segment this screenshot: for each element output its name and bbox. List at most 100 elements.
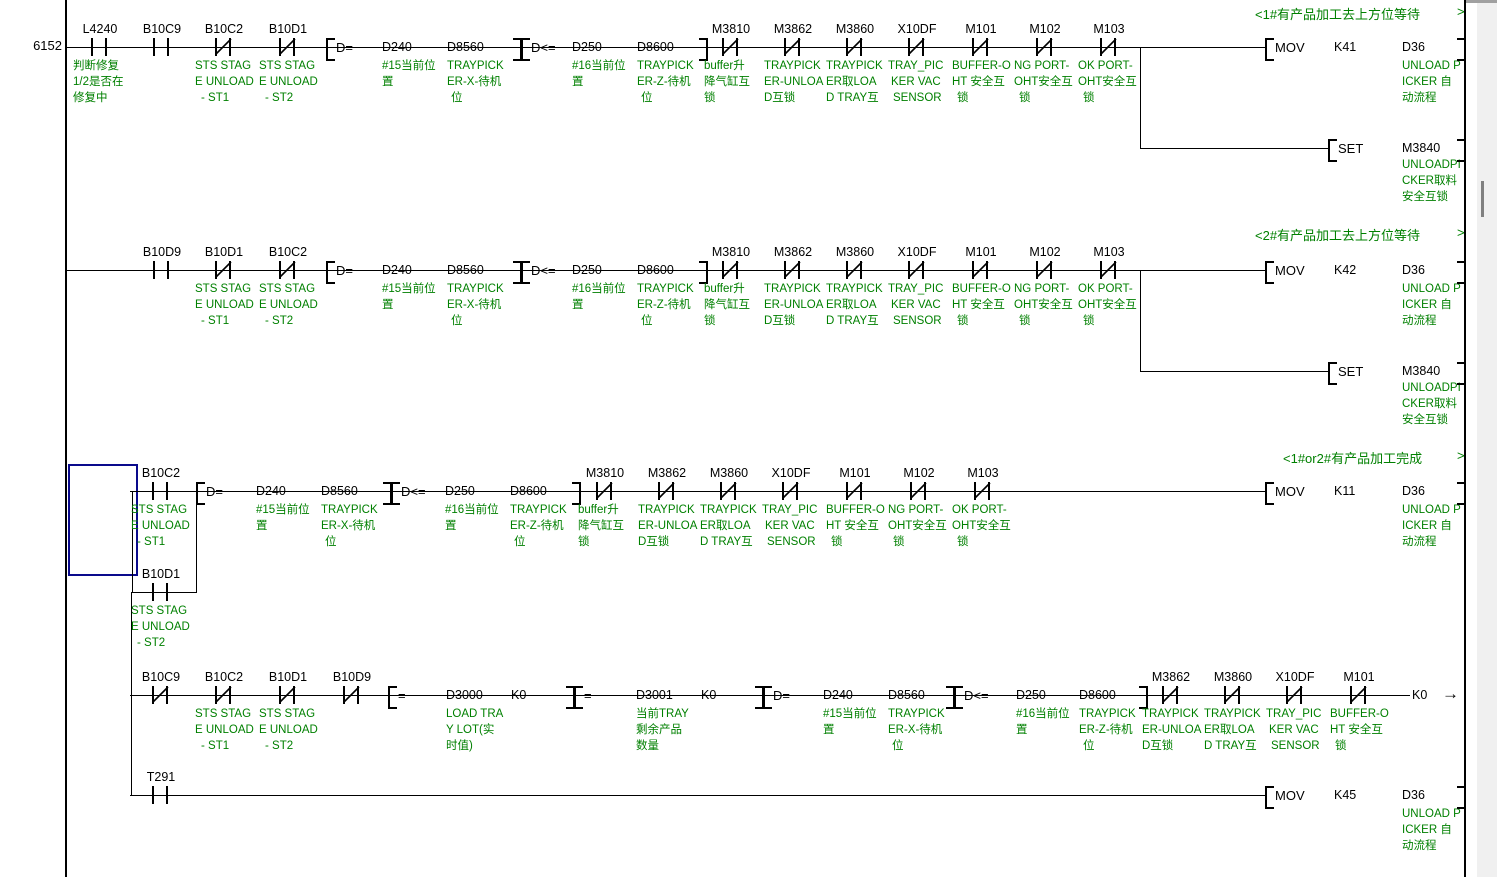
comment-bar-3[interactable]: <1#or2#有产品加工完成 > xyxy=(1283,448,1465,466)
rung-4-contact-M101[interactable] xyxy=(1348,686,1370,704)
rung-4-cmp4-a-cmt-1: 置 xyxy=(1016,724,1028,736)
rung-3-contact-M3862[interactable] xyxy=(656,482,678,500)
rung-4-cmp1-op[interactable]: = xyxy=(398,688,406,703)
rung-1-device-M103: M103 xyxy=(1093,22,1125,36)
rung-4-continuation-arrow[interactable]: → xyxy=(1442,684,1459,703)
rung-4-comment-B10D1-2: - ST2 xyxy=(265,740,294,752)
rung-1-contact-M3810[interactable] xyxy=(720,38,742,56)
rung-1-contact-B10D1[interactable] xyxy=(277,38,299,56)
rung-3-comment-M3862-0: TRAYPICK xyxy=(638,504,695,516)
rung-4-contact-B10D9[interactable] xyxy=(341,686,363,704)
rung-4-contact-B10C9[interactable] xyxy=(150,686,172,704)
rung-1-wire xyxy=(66,47,1141,48)
rung-1-contact-B10C9[interactable] xyxy=(151,38,173,56)
rung-2-contact-M3810[interactable] xyxy=(720,261,742,279)
rung-2-set-dest-cmt-2: 安全互锁 xyxy=(1402,414,1448,426)
rung-3-contact-M3860[interactable] xyxy=(718,482,740,500)
rung-4-device-B10C9: B10C9 xyxy=(141,670,181,684)
rung-2-contact-M103[interactable] xyxy=(1098,261,1120,279)
rung-1-contact-M3860[interactable] xyxy=(844,38,866,56)
comment-bar-1[interactable]: <1#有产品加工去上方位等待 > xyxy=(1255,4,1465,22)
rung-3-contact-X10DF[interactable] xyxy=(780,482,802,500)
vertical-scrollbar[interactable] xyxy=(1477,3,1497,877)
rung-1-mov-op[interactable]: MOV xyxy=(1275,40,1305,55)
rung-3-device-M102: M102 xyxy=(903,466,935,480)
rung-4-cmp1-a-cmt-0: LOAD TRA xyxy=(446,708,504,720)
rung-2-cmp1-op[interactable]: D= xyxy=(336,263,353,278)
rung-3-comment-M3810-2: 锁 xyxy=(578,536,590,548)
rung-1-contact-L4240[interactable] xyxy=(89,38,111,56)
rung-1-contact-X10DF[interactable] xyxy=(906,38,928,56)
rung-1-set-dest-cmt-1: CKER取料 xyxy=(1402,175,1457,187)
rung-2-cmp2-op[interactable]: D<= xyxy=(531,263,556,278)
comment-bar-2-arrow[interactable]: > xyxy=(1457,225,1465,240)
rung-4-contact-B10D1[interactable] xyxy=(277,686,299,704)
rung-3-cmp1-op[interactable]: D= xyxy=(206,484,223,499)
rung-3-contact-B10C2[interactable] xyxy=(150,482,172,500)
rung-2-contact-B10D1[interactable] xyxy=(213,261,235,279)
rung-2-contact-M3860[interactable] xyxy=(844,261,866,279)
rung-5-mov-op[interactable]: MOV xyxy=(1275,788,1305,803)
rung-4-tail-constant: K0 xyxy=(1412,688,1428,702)
rung-1-comment-M3860-2: D TRAY互 xyxy=(826,92,879,104)
rung-3-contact-M101[interactable] xyxy=(844,482,866,500)
rung-2-comment-M3860-2: D TRAY互 xyxy=(826,315,879,327)
rung-2-comment-X10DF-1: KER VAC xyxy=(891,299,941,311)
rung-1-cmp1-a-cmt-0: #15当前位 xyxy=(382,60,436,72)
horizontal-scrollbar[interactable] xyxy=(1465,0,1497,3)
rung-4-contact-X10DF[interactable] xyxy=(1284,686,1306,704)
selection-cursor[interactable] xyxy=(68,464,138,576)
rung-1-contact-M101[interactable] xyxy=(970,38,992,56)
rung-4-contact-B10C2[interactable] xyxy=(213,686,235,704)
vertical-scrollbar-thumb[interactable] xyxy=(1481,181,1484,217)
rung-1-contact-M102[interactable] xyxy=(1034,38,1056,56)
rung-4-cmp2-a-cmt-1: 剩余产品 xyxy=(636,724,682,736)
rung-1-contact-M103[interactable] xyxy=(1098,38,1120,56)
rung-2-contact-M101[interactable] xyxy=(970,261,992,279)
rung-4-contact-M3860[interactable] xyxy=(1222,686,1244,704)
rung-2-contact-B10C2[interactable] xyxy=(277,261,299,279)
rung-5-contact-T291[interactable] xyxy=(150,786,172,804)
rung-2-comment-M103-0: OK PORT- xyxy=(1078,283,1133,295)
rung-3-mov-op[interactable]: MOV xyxy=(1275,484,1305,499)
comment-bar-3-arrow[interactable]: > xyxy=(1457,448,1465,463)
rung-4-cmp2-op[interactable]: = xyxy=(584,688,592,703)
nc-slash-icon xyxy=(596,482,613,499)
rung-4-cmp4-bracket xyxy=(954,686,963,709)
rung-1-comment-M103-1: OHT安全互 xyxy=(1078,76,1137,88)
rung-2-set-op[interactable]: SET xyxy=(1338,364,1364,379)
rung-1-cmp1-op[interactable]: D= xyxy=(336,40,353,55)
rung-4-cmp4-b-cmt-0: TRAYPICK xyxy=(1079,708,1136,720)
rung-2-cmp1-b: D8560 xyxy=(447,263,484,277)
rung-1-set-bracket-close xyxy=(1457,139,1466,162)
rung-2-contact-M3862[interactable] xyxy=(782,261,804,279)
rung-2-comment-M3810-0: buffer升 xyxy=(704,283,745,295)
rung-3-cmp2-op[interactable]: D<= xyxy=(401,484,426,499)
rung-3-device-B10C2: B10C2 xyxy=(141,466,181,480)
rung-2-mov-op[interactable]: MOV xyxy=(1275,263,1305,278)
comment-bar-1-arrow[interactable]: > xyxy=(1457,4,1465,19)
rung-3-contact-B10D1[interactable] xyxy=(150,583,172,601)
rung-2-contact-X10DF[interactable] xyxy=(906,261,928,279)
rung-1-cmp1-b-cmt-0: TRAYPICK xyxy=(447,60,504,72)
rung-1-device-M3810: M3810 xyxy=(711,22,751,36)
rung-2-contact-B10D9[interactable] xyxy=(151,261,173,279)
rung-1-contact-B10C2[interactable] xyxy=(213,38,235,56)
rung-3-contact-M102[interactable] xyxy=(908,482,930,500)
rung-1-contact-M3862[interactable] xyxy=(782,38,804,56)
rung-2-contact-M102[interactable] xyxy=(1034,261,1056,279)
rung-2-mov-k: K42 xyxy=(1334,263,1357,277)
comment-bar-2[interactable]: <2#有产品加工去上方位等待 > xyxy=(1255,225,1465,243)
rung-4-contact-M3862[interactable] xyxy=(1160,686,1182,704)
rung-1-cmp2-op[interactable]: D<= xyxy=(531,40,556,55)
rung-1-set-op[interactable]: SET xyxy=(1338,141,1364,156)
rung-4-device-M3860: M3860 xyxy=(1213,670,1253,684)
rung-3-contact-M103[interactable] xyxy=(972,482,994,500)
rung-4-cmp4-op[interactable]: D<= xyxy=(964,688,989,703)
rung-3-contact-M3810[interactable] xyxy=(594,482,616,500)
rung-1-comment-B10D1-1: E UNLOAD xyxy=(259,76,318,88)
right-power-rail xyxy=(1464,0,1466,877)
rung-4-cmp3-op[interactable]: D= xyxy=(773,688,790,703)
nc-slash-icon xyxy=(279,261,296,278)
